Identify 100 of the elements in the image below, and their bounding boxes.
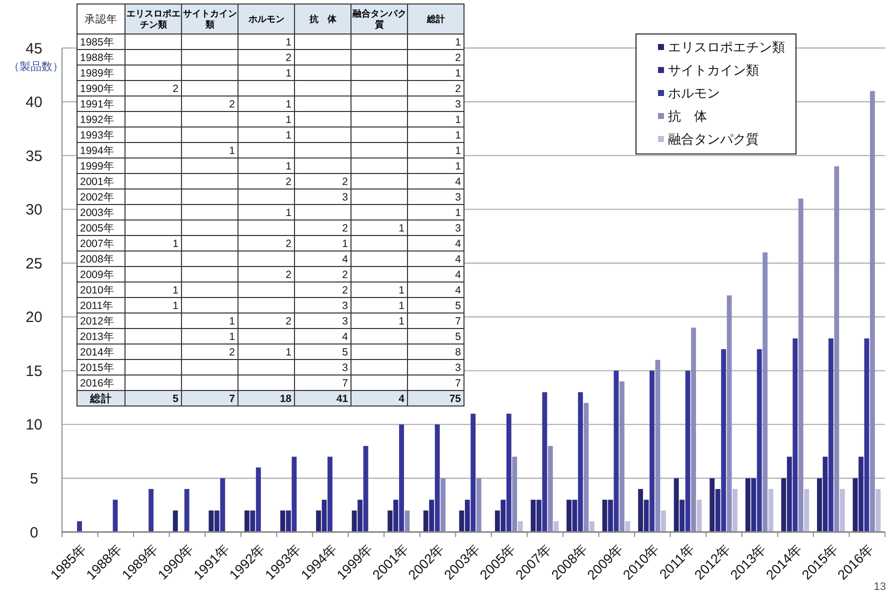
bar: [786, 456, 792, 532]
data-label: 4: [455, 268, 462, 281]
y-tick-label: 2008年: [80, 253, 114, 266]
data-label: 8: [455, 346, 462, 358]
data-label: 4: [342, 330, 348, 343]
data-label: 1: [229, 330, 236, 343]
bar: [619, 381, 624, 532]
data-label: 2: [342, 176, 348, 188]
data-label: 7: [455, 315, 462, 328]
bar: [554, 521, 559, 532]
x-tick-label: サイトカイン類: [182, 8, 237, 30]
bar: [464, 500, 470, 532]
data-label: 7: [229, 392, 236, 405]
y-tick-label: 1985年: [80, 36, 114, 48]
bar: [614, 370, 619, 532]
y-tick-label: 2001年: [80, 176, 114, 188]
legend-label: 抗 体: [668, 108, 707, 124]
data-label: 18: [280, 392, 292, 405]
bar: [625, 521, 630, 532]
y-tick-label: 1999年: [80, 160, 114, 172]
bar: [292, 456, 297, 532]
data-label: 2: [342, 284, 348, 296]
bar: [745, 478, 750, 532]
data-label: 2: [286, 268, 292, 281]
data-label: 1: [286, 98, 292, 110]
data-label: 75: [449, 392, 462, 405]
data-label: 2: [342, 222, 348, 234]
bar: [578, 392, 583, 532]
bar: [77, 521, 82, 532]
bar: [530, 500, 536, 532]
bar: [661, 510, 666, 532]
data-label: 5: [455, 330, 462, 343]
y-tick-label: 0: [30, 524, 38, 542]
bar: [822, 456, 828, 532]
bar: [762, 252, 768, 532]
bar: [256, 467, 261, 532]
bar: [286, 510, 291, 532]
data-label: 4: [455, 176, 462, 188]
data-label: 3: [342, 315, 348, 328]
bar: [858, 456, 864, 532]
bar: [792, 338, 798, 532]
bar: [536, 500, 542, 532]
data-label: 1: [286, 206, 292, 219]
data-label: 2: [286, 238, 292, 250]
bar: [732, 488, 738, 532]
legend-label: サイトカイン類: [668, 62, 759, 78]
x-tick-label: エリスロポエチン類: [126, 8, 180, 30]
x-tick-label: 総計: [426, 14, 445, 24]
y-tick-label: 2015年: [80, 362, 114, 374]
data-label: 4: [455, 253, 462, 266]
data-label: 3: [342, 300, 348, 312]
bar: [756, 349, 762, 532]
bar: [768, 488, 774, 532]
data-label: 2: [286, 52, 292, 64]
bar: [804, 488, 810, 532]
bar: [184, 488, 190, 532]
y-tick-label: 2007年: [80, 238, 114, 250]
bar: [715, 488, 720, 532]
data-label: 1: [455, 36, 462, 48]
data-label: 41: [336, 392, 348, 405]
bar: [852, 478, 858, 532]
data-label: 3: [455, 362, 462, 374]
data-label: 1: [172, 284, 179, 296]
data-label: 1: [455, 206, 462, 219]
y-tick-label: 1992年: [80, 114, 114, 126]
y-tick-label: 1993年: [80, 129, 114, 142]
data-label: 2: [229, 98, 236, 110]
data-label: 2: [342, 268, 348, 281]
data-label: 1: [398, 315, 405, 328]
data-label: 2: [172, 82, 179, 95]
data-label: 1: [286, 36, 292, 48]
bar: [644, 500, 649, 532]
y-tick-label: 45: [26, 40, 42, 58]
y-tick-label: 25: [26, 255, 42, 272]
data-label: 1: [286, 67, 292, 80]
bar: [358, 500, 362, 532]
bar: [250, 510, 256, 532]
data-label: 3: [455, 191, 462, 204]
data-label: 1: [455, 160, 462, 172]
bar: [542, 392, 548, 532]
data-label: 3: [342, 191, 348, 204]
bar: [781, 478, 786, 532]
bar: [244, 510, 250, 532]
bar: [828, 338, 834, 532]
data-label: 1: [455, 129, 462, 142]
bar: [589, 521, 594, 532]
data-label: 4: [398, 392, 405, 405]
data-label: 1: [286, 114, 292, 126]
bar: [220, 478, 226, 532]
y-tick-label: 2014年: [80, 346, 114, 358]
bar: [494, 510, 500, 532]
y-tick-label: 15: [26, 362, 42, 380]
y-tick-label: 5: [30, 470, 38, 488]
y-tick-label: 2002年: [80, 191, 114, 204]
data-label: 2: [229, 346, 236, 358]
y-tick-label: 1989年: [80, 67, 114, 80]
y-tick-label: 40: [26, 94, 42, 112]
bar: [680, 500, 685, 532]
bar: [388, 510, 393, 532]
bar: [817, 478, 822, 532]
